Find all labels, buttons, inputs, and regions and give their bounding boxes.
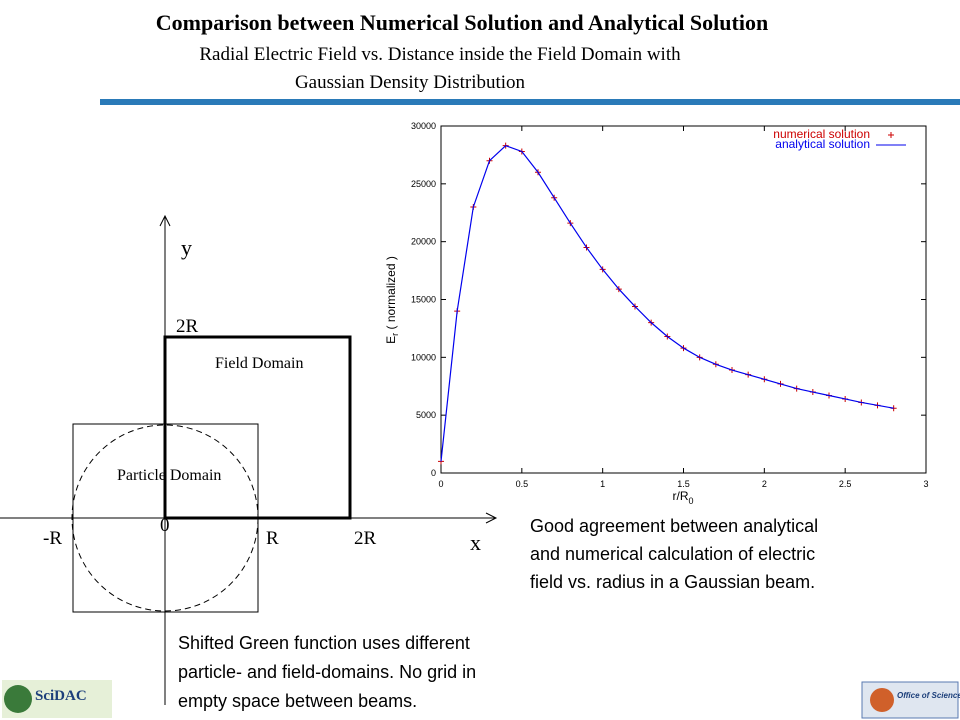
- analytical-line: [440, 144, 894, 462]
- region-label: Particle Domain: [117, 467, 221, 484]
- y-label-rest: ( normalized ): [384, 256, 398, 333]
- axis-mark-label: 2R: [354, 528, 377, 549]
- origin-label: 0: [160, 515, 170, 536]
- y-axis-label: Er ( normalized ): [384, 256, 400, 344]
- domain-diagram: [0, 214, 498, 705]
- x-label-main: r/R: [672, 489, 688, 503]
- caption-line: empty space between beams.: [178, 691, 417, 711]
- arrowhead: [485, 512, 498, 524]
- caption-line: Shifted Green function uses different: [178, 633, 470, 653]
- y-tick-label: 25000: [411, 179, 436, 189]
- office-of-science-logo: Office of Science: [861, 681, 960, 719]
- caption-line: field vs. radius in a Gaussian beam.: [530, 572, 815, 592]
- y-label-sub: r: [390, 333, 400, 336]
- y-tick-label: 20000: [411, 237, 436, 247]
- legend-swatch: [888, 132, 894, 138]
- legend-label: analytical solution: [775, 137, 870, 151]
- x-tick-label: 2.5: [839, 479, 852, 489]
- logo-emblem: [870, 688, 894, 712]
- x-tick-label: 1.5: [677, 479, 690, 489]
- axis-label: x: [470, 530, 481, 555]
- caption-line: and numerical calculation of electric: [530, 544, 815, 564]
- y-tick-label: 15000: [411, 295, 436, 305]
- logo-text: Office of Science: [897, 691, 960, 700]
- axis-mark-label: R: [266, 528, 279, 549]
- scidac-logo: SciDAC: [2, 680, 112, 718]
- x-tick-label: 2: [762, 479, 767, 489]
- chart-caption: Good agreement between analytical and nu…: [530, 516, 823, 592]
- axis-mark-label: 2R: [176, 316, 199, 337]
- y-tick-label: 30000: [411, 121, 436, 131]
- x-axis-label: r/R0: [672, 489, 693, 506]
- axis-mark-label: -R: [43, 528, 62, 549]
- x-tick-label: 0.5: [516, 479, 529, 489]
- axis-label: y: [181, 235, 192, 260]
- field-domain-box: [163, 335, 352, 520]
- diagram-caption: Shifted Green function uses different pa…: [178, 633, 481, 711]
- subtitle: Radial Electric Field vs. Distance insid…: [199, 44, 681, 65]
- legend-label: numerical solution: [773, 127, 870, 141]
- title: Comparison between Numerical Solution an…: [156, 10, 768, 35]
- caption-line: particle- and field-domains. No grid in: [178, 662, 476, 682]
- subtitle: Gaussian Density Distribution: [295, 72, 526, 93]
- y-tick-label: 10000: [411, 352, 436, 362]
- x-tick-label: 0: [438, 479, 443, 489]
- logo-text: SciDAC: [35, 688, 87, 704]
- plot-frame: [440, 125, 927, 474]
- x-label-sub: 0: [688, 496, 693, 506]
- logo-emblem: [4, 685, 32, 713]
- y-label-main: E: [384, 336, 398, 344]
- y-tick-label: 5000: [416, 410, 436, 420]
- x-tick-label: 1: [600, 479, 605, 489]
- x-tick-label: 3: [923, 479, 928, 489]
- arrowhead: [159, 214, 171, 227]
- caption-line: Good agreement between analytical: [530, 516, 818, 536]
- y-tick-label: 0: [431, 468, 436, 478]
- chart: r/R0 Er ( normalized ) 05000100001500020…: [384, 121, 929, 506]
- header-rule: [100, 99, 960, 105]
- region-label: Field Domain: [215, 355, 303, 372]
